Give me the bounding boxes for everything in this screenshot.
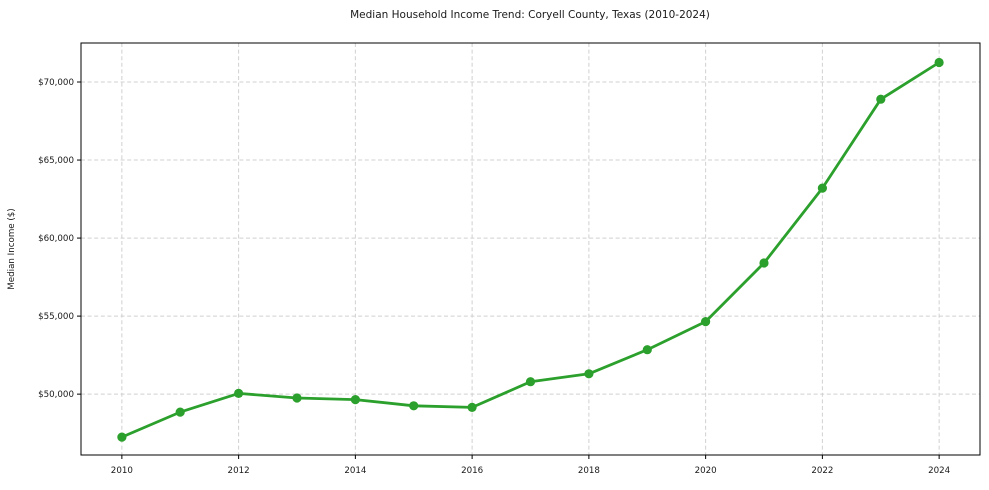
data-point-2011 (175, 407, 185, 417)
data-point-2013 (292, 393, 302, 403)
gridlines (81, 43, 980, 455)
data-point-2020 (701, 317, 711, 327)
x-tick-label: 2022 (811, 466, 833, 476)
y-tick-label: $65,000 (38, 156, 74, 166)
x-tick-label: 2020 (695, 466, 717, 476)
data-series (117, 57, 944, 442)
y-tick-label: $55,000 (38, 312, 74, 322)
data-point-2018 (584, 369, 594, 379)
data-point-2012 (234, 388, 244, 398)
y-tick-label: $60,000 (38, 234, 74, 244)
data-point-2017 (525, 377, 536, 387)
plot-border (80, 42, 981, 456)
data-point-2019 (642, 345, 652, 355)
data-point-2015 (409, 401, 419, 411)
x-tick-label: 2018 (578, 466, 600, 476)
y-tick-label: $70,000 (38, 78, 74, 88)
y-axis-label: Median Income ($) (7, 208, 17, 289)
x-tick-label: 2012 (228, 466, 250, 476)
x-tick-label: 2014 (344, 466, 367, 476)
data-point-2021 (759, 258, 769, 268)
x-tick-label: 2010 (111, 466, 133, 476)
data-point-2016 (467, 402, 477, 412)
data-point-2024 (934, 57, 944, 68)
data-point-2023 (876, 94, 886, 104)
x-tick-label: 2024 (928, 466, 951, 476)
data-point-2014 (350, 395, 360, 405)
chart-title: Median Household Income Trend: Coryell C… (350, 9, 710, 21)
x-tick-label: 2016 (461, 466, 483, 476)
data-point-2010 (117, 432, 127, 442)
axis-ticks: 2010 2012 2014 2016 2018 2020 2022 2024 $50,000 $… (38, 78, 951, 476)
data-point-2022 (817, 183, 828, 193)
y-tick-label: $50,000 (38, 390, 74, 400)
